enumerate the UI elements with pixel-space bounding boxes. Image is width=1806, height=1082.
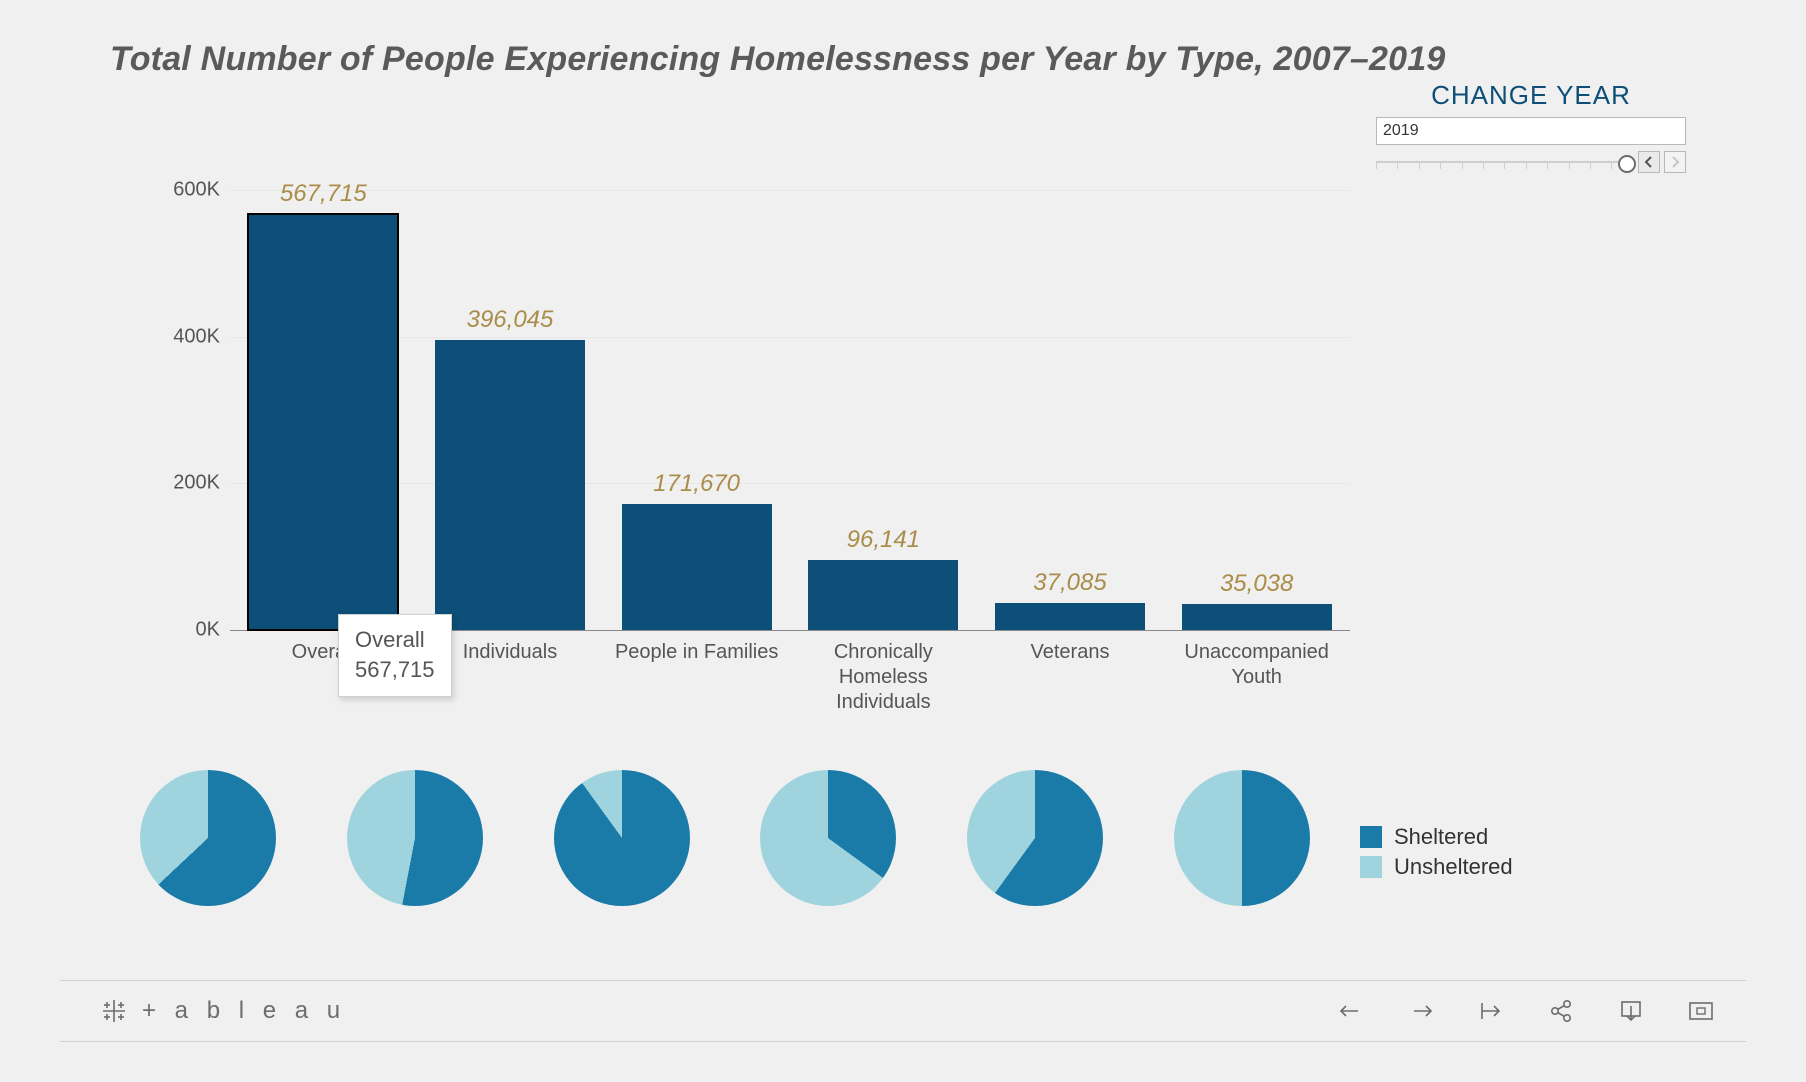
bar[interactable] bbox=[1182, 604, 1332, 630]
pie-chart[interactable] bbox=[347, 770, 483, 906]
footer-toolbar: + a b l e a u Undo Redo Reset Share bbox=[60, 980, 1746, 1042]
year-select-input[interactable] bbox=[1376, 117, 1686, 145]
bar-value-label: 37,085 bbox=[970, 569, 1170, 597]
bar-value-label: 171,670 bbox=[597, 470, 797, 498]
legend-item[interactable]: Unsheltered bbox=[1360, 854, 1513, 880]
bar-value-label: 396,045 bbox=[410, 306, 610, 334]
undo-button[interactable]: Undo bbox=[1336, 996, 1366, 1026]
bar[interactable] bbox=[808, 560, 958, 631]
bar-category-label: People in Families bbox=[607, 630, 787, 665]
tooltip-value: 567,715 bbox=[355, 655, 435, 685]
tableau-logo-text: + a b l e a u bbox=[142, 997, 346, 1025]
download-button[interactable]: Download bbox=[1616, 996, 1646, 1026]
bar-column: 567,715Overall bbox=[248, 214, 398, 630]
pie-chart[interactable] bbox=[1174, 770, 1310, 906]
year-prev-button[interactable] bbox=[1638, 151, 1660, 173]
pie-chart[interactable] bbox=[760, 770, 896, 906]
pie-chart[interactable] bbox=[140, 770, 276, 906]
bar[interactable] bbox=[995, 603, 1145, 630]
pie-legend: Sheltered Unsheltered bbox=[1360, 820, 1513, 884]
year-slider-row bbox=[1376, 151, 1686, 173]
year-selector-panel: CHANGE YEAR bbox=[1376, 80, 1686, 173]
year-selector-label: CHANGE YEAR bbox=[1376, 80, 1686, 111]
bar-value-label: 96,141 bbox=[783, 526, 983, 554]
bar-category-label: Unaccompanied Youth bbox=[1167, 630, 1347, 690]
y-axis-tick-label: 200K bbox=[150, 472, 220, 495]
year-slider-ticks bbox=[1376, 163, 1634, 169]
year-next-button[interactable] bbox=[1664, 151, 1686, 173]
fullscreen-button[interactable]: Full Screen bbox=[1686, 996, 1716, 1026]
year-slider-handle[interactable] bbox=[1618, 155, 1636, 173]
bar-category-label: Veterans bbox=[980, 630, 1160, 665]
bar-column: 37,085Veterans bbox=[995, 603, 1145, 630]
bar-value-label: 567,715 bbox=[223, 180, 423, 208]
bar[interactable] bbox=[435, 340, 585, 630]
y-axis-tick-label: 0K bbox=[150, 619, 220, 642]
reset-button[interactable]: Reset bbox=[1476, 996, 1506, 1026]
legend-label: Sheltered bbox=[1394, 824, 1488, 850]
bar-column: 171,670People in Families bbox=[622, 504, 772, 630]
tooltip-title: Overall bbox=[355, 625, 435, 655]
pie-row bbox=[140, 770, 1310, 930]
tableau-icon bbox=[100, 997, 128, 1025]
bar-category-label: Chronically Homeless Individuals bbox=[793, 630, 973, 715]
legend-item[interactable]: Sheltered bbox=[1360, 824, 1513, 850]
year-slider[interactable] bbox=[1376, 154, 1634, 170]
bar-column: 96,141Chronically Homeless Individuals bbox=[808, 560, 958, 631]
pie-chart[interactable] bbox=[554, 770, 690, 906]
footer-tools: Undo Redo Reset Share bbox=[1336, 996, 1716, 1026]
bar-column: 396,045Individuals bbox=[435, 340, 585, 630]
bar[interactable] bbox=[622, 504, 772, 630]
bar-column: 35,038Unaccompanied Youth bbox=[1182, 604, 1332, 630]
dashboard: Total Number of People Experiencing Home… bbox=[0, 0, 1806, 1082]
share-button[interactable]: Share bbox=[1546, 996, 1576, 1026]
legend-label: Unsheltered bbox=[1394, 854, 1513, 880]
bar-chart-plot: 0K200K400K600K567,715Overall396,045Indiv… bbox=[230, 190, 1350, 631]
tooltip: Overall 567,715 bbox=[338, 614, 452, 697]
legend-swatch bbox=[1360, 856, 1382, 878]
bar[interactable] bbox=[248, 214, 398, 630]
bar-chart: 0K200K400K600K567,715Overall396,045Indiv… bbox=[140, 170, 1350, 710]
tableau-logo[interactable]: + a b l e a u bbox=[100, 997, 346, 1025]
redo-button[interactable]: Redo bbox=[1406, 996, 1436, 1026]
y-axis-tick-label: 600K bbox=[150, 179, 220, 202]
y-axis-tick-label: 400K bbox=[150, 325, 220, 348]
pie-chart[interactable] bbox=[967, 770, 1103, 906]
legend-swatch bbox=[1360, 826, 1382, 848]
dashboard-title: Total Number of People Experiencing Home… bbox=[110, 40, 1746, 79]
bar-value-label: 35,038 bbox=[1157, 570, 1357, 598]
